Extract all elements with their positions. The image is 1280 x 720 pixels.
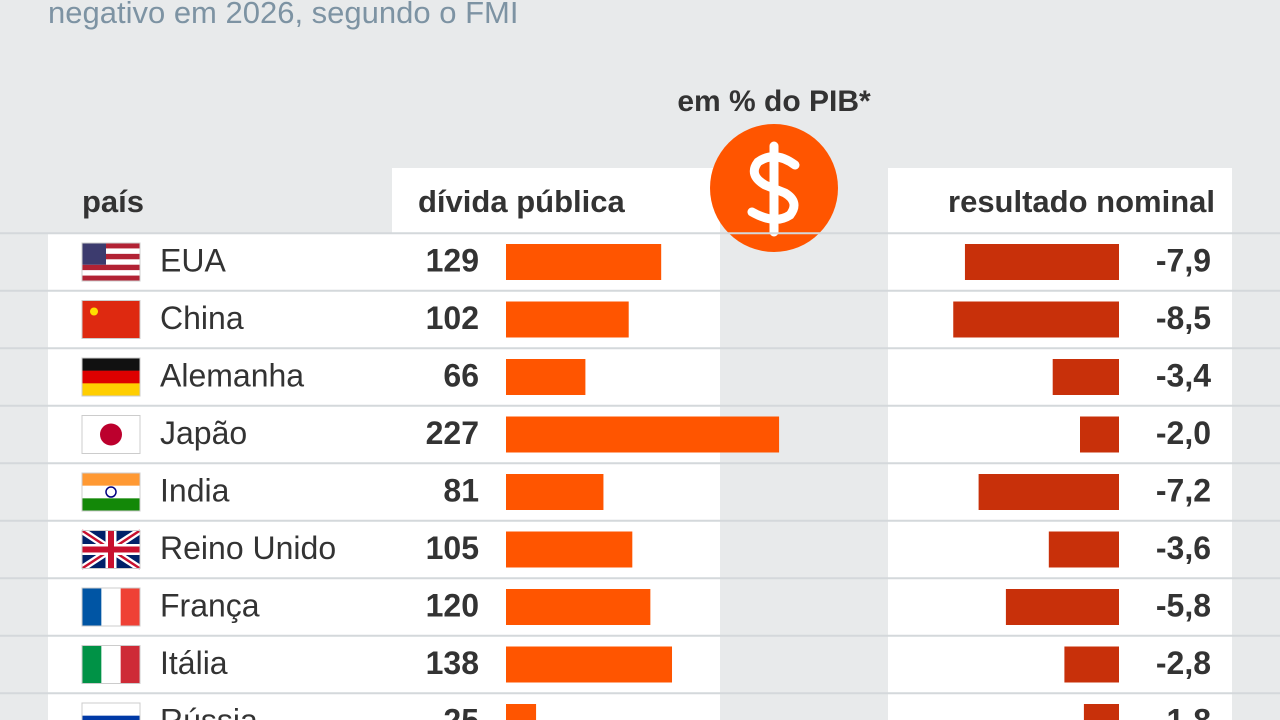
country-label: Itália	[160, 645, 228, 681]
value-label: -7,2	[1156, 472, 1211, 508]
country-label: Reino Unido	[160, 530, 336, 566]
flag	[82, 645, 102, 684]
flag	[82, 264, 140, 271]
rows: EUA 129 -7,9 China 102 -8,5 Alemanha 66 -3,4 Japã…	[0, 232, 1280, 720]
flag-border	[81, 415, 141, 454]
flag	[82, 259, 140, 266]
value-label: -2,8	[1156, 645, 1211, 681]
bar	[1005, 589, 1119, 625]
flag	[120, 645, 141, 684]
bar	[953, 301, 1119, 338]
column-header: país	[82, 184, 144, 219]
flag	[82, 243, 106, 265]
value-label: -7,9	[1156, 242, 1211, 278]
bar	[506, 301, 629, 338]
bar	[506, 474, 604, 510]
flag-border	[81, 472, 141, 512]
flag	[82, 270, 140, 276]
value-label: 138	[426, 645, 479, 681]
flag-border	[81, 702, 141, 720]
country-label: India	[160, 472, 230, 508]
country-label: China	[160, 300, 244, 336]
flag-border	[81, 357, 141, 397]
value-label: 129	[426, 242, 479, 278]
flag	[105, 486, 117, 498]
flag	[100, 423, 122, 446]
flag	[82, 253, 140, 260]
dollar-sign	[747, 141, 800, 237]
flag-border	[81, 645, 141, 684]
bar	[1080, 416, 1119, 453]
value-label: 227	[426, 415, 479, 451]
chart-title: negativo em 2026, segundo o FMI	[48, 0, 518, 30]
bar	[506, 359, 586, 395]
value-label: -8,5	[1156, 300, 1211, 336]
flag	[82, 485, 140, 499]
flag-border	[81, 300, 141, 339]
flag	[82, 498, 140, 512]
bar	[1083, 704, 1119, 720]
subtitle: em % do PIB*	[677, 85, 871, 118]
bar	[978, 474, 1119, 510]
flag	[120, 588, 141, 626]
value-label: 81	[443, 472, 479, 508]
bar	[1052, 359, 1119, 395]
flag	[82, 248, 140, 255]
flag	[101, 645, 121, 684]
flag-border	[81, 530, 141, 569]
flag	[82, 243, 140, 249]
flag-border	[81, 587, 141, 627]
country-label: Japão	[160, 415, 247, 451]
country-label: Rússia	[160, 702, 258, 720]
bar	[506, 704, 537, 720]
value-label: -3,6	[1156, 530, 1211, 566]
bar	[506, 589, 651, 625]
flag	[82, 275, 140, 282]
bar	[1064, 646, 1119, 683]
value-label: 120	[426, 587, 479, 623]
country-label: EUA	[160, 242, 226, 278]
flag	[82, 530, 140, 569]
flag	[82, 588, 102, 626]
bar	[964, 244, 1119, 280]
column-header: dívida pública	[418, 184, 625, 219]
value-label: -2,0	[1156, 415, 1211, 451]
flag	[82, 703, 140, 716]
column-header: resultado nominal	[948, 184, 1215, 219]
value-label: 102	[426, 300, 479, 336]
value-label: 25	[443, 702, 479, 720]
flag	[90, 307, 98, 316]
flag	[82, 300, 140, 339]
bar	[1048, 531, 1119, 568]
flag	[101, 588, 121, 626]
bar	[506, 646, 673, 683]
value-label: -3,4	[1156, 357, 1211, 393]
flag-border	[81, 242, 141, 282]
bar	[506, 531, 633, 568]
flag	[82, 715, 140, 720]
flag	[82, 370, 140, 384]
country-label: Alemanha	[160, 357, 304, 393]
value-label: 105	[426, 530, 479, 566]
value-label: 66	[443, 357, 479, 393]
flag	[82, 383, 140, 397]
value-label: -1,8	[1156, 702, 1211, 720]
bar	[506, 244, 662, 280]
flag	[82, 358, 140, 371]
bar	[506, 416, 780, 453]
value-label: -5,8	[1156, 587, 1211, 623]
flag	[82, 473, 140, 486]
country-label: França	[160, 587, 260, 623]
